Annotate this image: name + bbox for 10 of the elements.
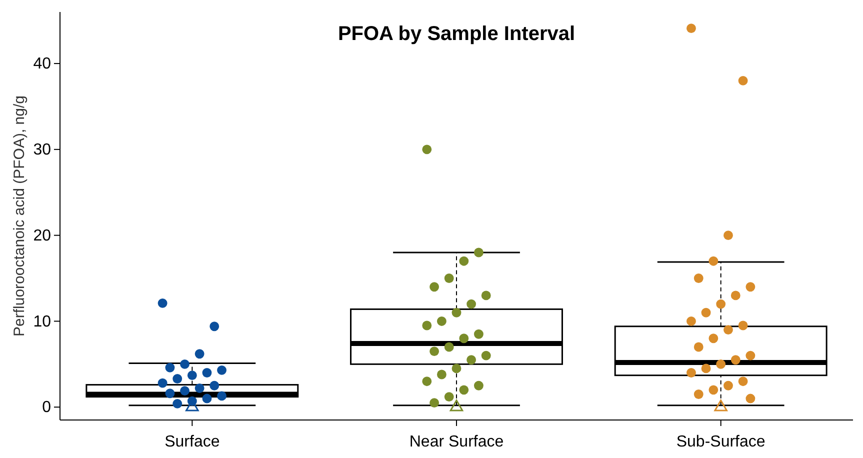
- y-tick-label: 20: [33, 227, 52, 244]
- x-tick-label: Near Surface: [409, 434, 504, 451]
- text: PFOA by Sample Interval: [338, 23, 576, 45]
- y-tick-label: 0: [42, 399, 52, 416]
- y-tick-label: 30: [33, 142, 52, 159]
- y-tick-label: 10: [33, 313, 52, 330]
- y-tick-label: 40: [33, 56, 52, 73]
- y-axis-title: Perfluorooctanoic acid (PFOA), ng/g: [11, 96, 28, 336]
- x-tick-label: Sub-Surface: [676, 434, 766, 451]
- x-tick-label: Surface: [164, 434, 220, 451]
